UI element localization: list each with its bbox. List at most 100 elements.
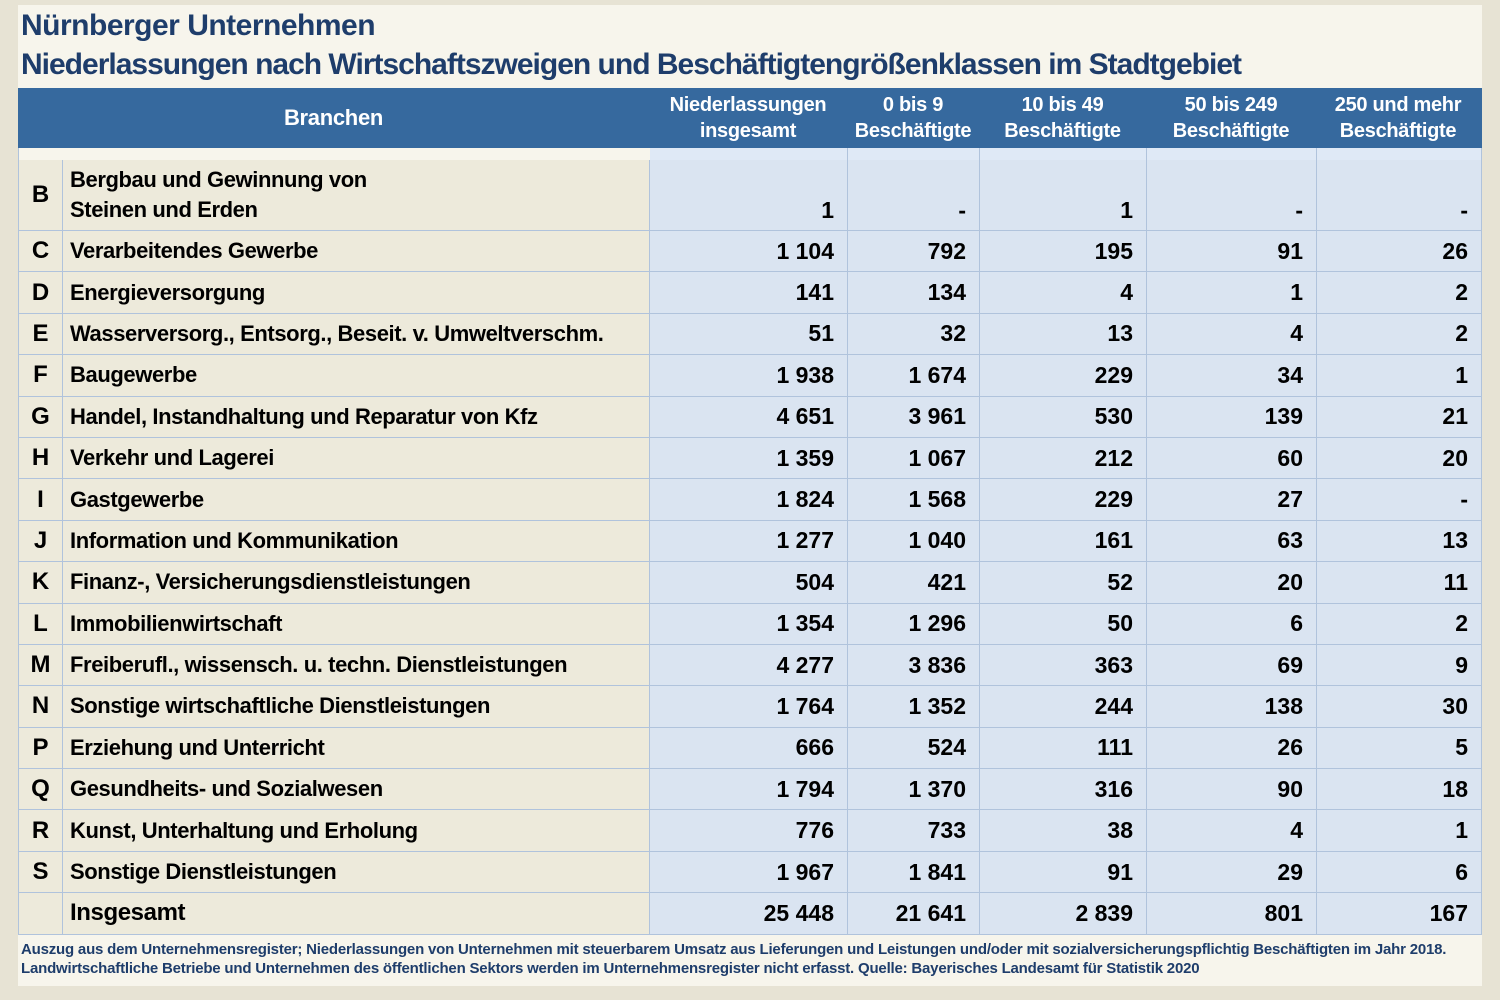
value-10-bis-49: 530 (980, 396, 1147, 437)
branch-code: R (19, 810, 63, 851)
value-50-bis-249: 1 (1147, 272, 1317, 313)
value-0-bis-9: 1 352 (848, 686, 980, 727)
table-header-row: Branchen Niederlassungen insgesamt 0 bis… (18, 88, 1482, 148)
branch-code: E (19, 313, 63, 355)
gap-data-cell (980, 148, 1147, 160)
branch-code: K (19, 562, 63, 603)
value-0-bis-9: 3 836 (848, 644, 980, 686)
branch-name: Insgesamt (63, 893, 650, 934)
value-niederlassungen-insgesamt: 4 277 (650, 644, 848, 686)
value-0-bis-9: 792 (848, 231, 980, 272)
branch-name: Erziehung und Unterricht (63, 727, 650, 769)
value-250-und-mehr: 20 (1317, 437, 1481, 479)
branch-code: J (19, 520, 63, 562)
value-250-und-mehr: 2 (1317, 313, 1481, 355)
value-niederlassungen-insgesamt: 1 764 (650, 686, 848, 727)
value-niederlassungen-insgesamt: 1 359 (650, 437, 848, 479)
header-line: 50 bis 249 (1184, 94, 1278, 116)
branch-name: Verkehr und Lagerei (63, 437, 650, 479)
table-row: S Sonstige Dienstleistungen 1 967 1 841 … (19, 850, 1481, 893)
page-title: Nürnberger Unternehmen (21, 9, 376, 42)
value-250-und-mehr: 2 (1317, 603, 1481, 644)
branch-name: Energieversorgung (63, 272, 650, 313)
header-line: insgesamt (699, 120, 797, 142)
branch-name: Freiberufl., wissensch. u. techn. Dienst… (63, 644, 650, 686)
value-0-bis-9: 1 674 (848, 355, 980, 396)
value-niederlassungen-insgesamt: 4 651 (650, 396, 848, 437)
header-line: Niederlassungen (669, 94, 827, 116)
branch-code: C (19, 231, 63, 272)
table-row: R Kunst, Unterhaltung und Erholung 776 7… (19, 809, 1481, 851)
value-10-bis-49: 212 (980, 437, 1147, 479)
gap-branch (19, 148, 650, 160)
branch-code: P (19, 727, 63, 769)
branch-name: Verarbeitendes Gewerbe (63, 231, 650, 272)
branch-name: Information und Kommunikation (63, 520, 650, 562)
gap-data-cell (1317, 148, 1481, 160)
value-niederlassungen-insgesamt: 25 448 (650, 893, 848, 934)
branch-code (19, 893, 63, 934)
value-50-bis-249: - (1147, 160, 1317, 230)
value-250-und-mehr: 6 (1317, 851, 1481, 893)
value-0-bis-9: 21 641 (848, 893, 980, 934)
branch-name: Gastgewerbe (63, 479, 650, 520)
branch-code: H (19, 437, 63, 479)
branch-code: L (19, 603, 63, 644)
value-250-und-mehr: 13 (1317, 520, 1481, 562)
value-250-und-mehr: 9 (1317, 644, 1481, 686)
value-50-bis-249: 26 (1147, 727, 1317, 769)
value-niederlassungen-insgesamt: 1 824 (650, 479, 848, 520)
column-header-250-und-mehr: 250 und mehr Beschäftigte (1316, 92, 1480, 144)
value-10-bis-49: 1 (980, 160, 1147, 230)
branch-name: Finanz-, Versicherungsdienstleistungen (63, 562, 650, 603)
value-50-bis-249: 27 (1147, 479, 1317, 520)
value-0-bis-9: 1 568 (848, 479, 980, 520)
value-niederlassungen-insgesamt: 1 967 (650, 851, 848, 893)
table-total-row: Insgesamt 25 448 21 641 2 839 801 167 (19, 892, 1481, 934)
value-50-bis-249: 29 (1147, 851, 1317, 893)
value-50-bis-249: 138 (1147, 686, 1317, 727)
branch-name: Gesundheits- und Sozialwesen (63, 769, 650, 810)
table-row: J Information und Kommunikation 1 277 1 … (19, 519, 1481, 562)
value-10-bis-49: 195 (980, 231, 1147, 272)
table-row: M Freiberufl., wissensch. u. techn. Dien… (19, 643, 1481, 686)
value-250-und-mehr: 1 (1317, 810, 1481, 851)
footnote-line-2: Landwirtschaftliche Betriebe und Unterne… (21, 959, 1200, 977)
value-0-bis-9: 421 (848, 562, 980, 603)
column-header-niederlassungen-insgesamt: Niederlassungen insgesamt (649, 92, 847, 144)
value-250-und-mehr: 21 (1317, 396, 1481, 437)
value-10-bis-49: 91 (980, 851, 1147, 893)
column-header-0-bis-9: 0 bis 9 Beschäftigte (847, 92, 979, 144)
table-row: G Handel, Instandhaltung und Reparatur v… (19, 395, 1481, 437)
header-gap-row (19, 148, 1481, 160)
table-row: K Finanz-, Versicherungsdienstleistungen… (19, 561, 1481, 603)
value-50-bis-249: 69 (1147, 644, 1317, 686)
gap-data-cell (650, 148, 848, 160)
value-50-bis-249: 6 (1147, 603, 1317, 644)
header-line: 0 bis 9 (882, 94, 944, 116)
header-line: 10 bis 49 (1021, 94, 1104, 116)
value-250-und-mehr: - (1317, 479, 1481, 520)
value-niederlassungen-insgesamt: 776 (650, 810, 848, 851)
branch-name-line: Bergbau und Gewinnung von (70, 167, 367, 192)
value-50-bis-249: 63 (1147, 520, 1317, 562)
value-0-bis-9: 1 296 (848, 603, 980, 644)
value-250-und-mehr: 5 (1317, 727, 1481, 769)
value-250-und-mehr: 11 (1317, 562, 1481, 603)
header-line: Beschäftigte (1004, 120, 1121, 142)
page-subtitle: Niederlassungen nach Wirtschaftszweigen … (21, 48, 1242, 81)
branch-code: M (19, 644, 63, 686)
value-0-bis-9: 3 961 (848, 396, 980, 437)
value-niederlassungen-insgesamt: 666 (650, 727, 848, 769)
value-10-bis-49: 316 (980, 769, 1147, 810)
branch-name: Wasserversorg., Entsorg., Beseit. v. Umw… (63, 313, 650, 355)
column-header-branchen: Branchen (283, 105, 384, 130)
branch-code: N (19, 686, 63, 727)
header-line: Beschäftigte (1172, 120, 1290, 142)
column-header-10-bis-49: 10 bis 49 Beschäftigte (979, 92, 1146, 144)
header-line: Beschäftigte (1339, 120, 1457, 142)
value-0-bis-9: 1 040 (848, 520, 980, 562)
content-panel: Nürnberger Unternehmen Niederlassungen n… (18, 5, 1482, 986)
column-header-50-bis-249: 50 bis 249 Beschäftigte (1146, 92, 1316, 144)
